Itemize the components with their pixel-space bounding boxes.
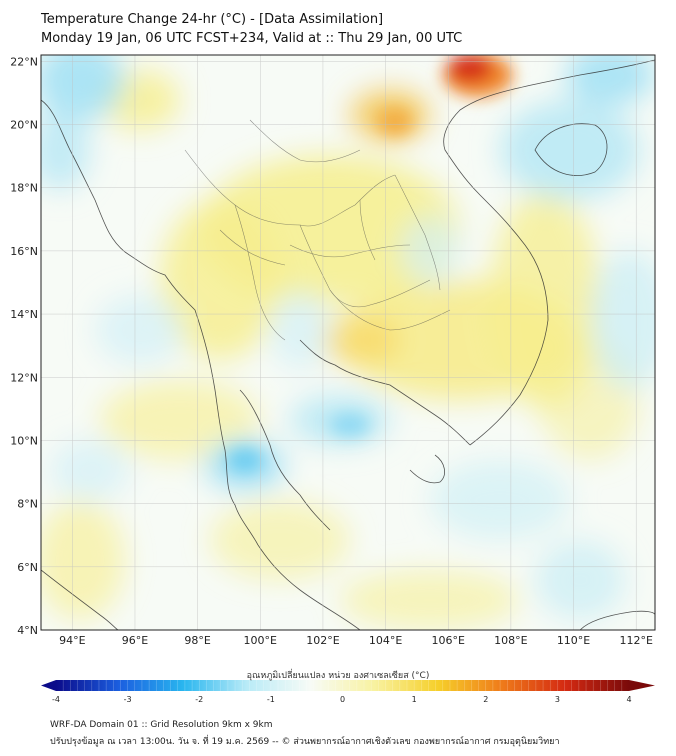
temperature-field bbox=[41, 55, 655, 630]
lat-label: 22°N bbox=[10, 55, 38, 68]
lon-label: 112°E bbox=[619, 634, 652, 647]
lon-label: 100°E bbox=[244, 634, 277, 647]
colorbar-tick-label: 0 bbox=[340, 695, 345, 704]
footer-model-info: WRF-DA Domain 01 :: Grid Resolution 9km … bbox=[50, 720, 273, 730]
lat-label: 10°N bbox=[10, 434, 38, 447]
lon-label: 98°E bbox=[184, 634, 210, 647]
gridlines bbox=[41, 55, 655, 630]
map-title: Temperature Change 24-hr (°C) - [Data As… bbox=[41, 12, 384, 27]
lon-label: 106°E bbox=[432, 634, 465, 647]
colorbar-title: อุณหภูมิเปลี่ยนแปลง หน่วย องศาเซลเซียส (… bbox=[246, 671, 430, 681]
province-borders bbox=[184, 119, 451, 341]
lon-label: 94°E bbox=[59, 634, 85, 647]
lon-label: 96°E bbox=[122, 634, 148, 647]
lon-label: 110°E bbox=[557, 634, 590, 647]
lat-label: 6°N bbox=[17, 561, 38, 574]
colorbar-tick-label: -2 bbox=[195, 695, 203, 704]
colorbar-tick-label: 4 bbox=[626, 695, 631, 704]
lon-label: 102°E bbox=[306, 634, 339, 647]
lat-label: 16°N bbox=[10, 245, 38, 258]
footer-credit: ปรับปรุงข้อมูล ณ เวลา 13:00น. วัน จ. ที่… bbox=[50, 737, 560, 747]
colorbar-tick-label: -4 bbox=[52, 695, 60, 704]
colorbar-tick-label: -1 bbox=[267, 695, 275, 704]
map-subtitle: Monday 19 Jan, 06 UTC FCST+234, Valid at… bbox=[41, 31, 463, 46]
lat-label: 20°N bbox=[10, 119, 38, 132]
colorbar-tick-label: -3 bbox=[124, 695, 132, 704]
lon-label: 108°E bbox=[494, 634, 527, 647]
colorbar: -4 -3 -2 -1 0 1 2 3 4 bbox=[41, 680, 655, 704]
map-frame bbox=[40, 54, 656, 631]
latitude-labels: 22°N 20°N 18°N 16°N 14°N 12°N 10°N 8°N 6°N 4°N bbox=[10, 55, 38, 637]
colorbar-tick-label: 2 bbox=[483, 695, 488, 704]
lat-label: 8°N bbox=[17, 498, 38, 511]
lat-label: 12°N bbox=[10, 371, 38, 384]
longitude-labels: 94°E 96°E 98°E 100°E 102°E 104°E 106°E 108°E 110… bbox=[59, 634, 653, 647]
lat-label: 4°N bbox=[17, 624, 38, 637]
colorbar-tick-label: 1 bbox=[412, 695, 417, 704]
lat-label: 18°N bbox=[10, 182, 38, 195]
lon-label: 104°E bbox=[369, 634, 402, 647]
colorbar-tick-label: 3 bbox=[555, 695, 560, 704]
lat-label: 14°N bbox=[10, 308, 38, 321]
